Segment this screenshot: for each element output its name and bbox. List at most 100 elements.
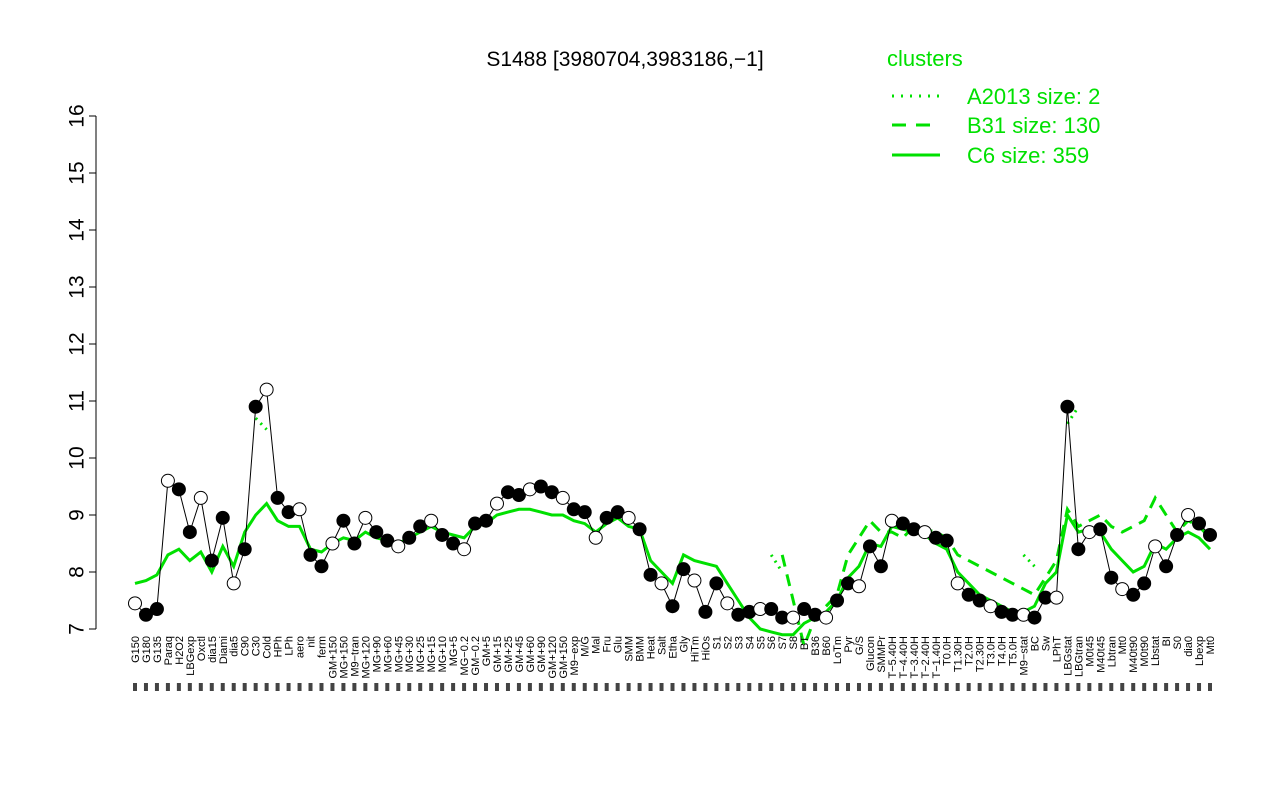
data-point [402,530,417,545]
x-tick-label: Heat [646,636,658,659]
rug-mark [977,683,982,691]
x-tick-label: M0t45 [1084,636,1096,667]
data-point [1126,587,1141,602]
y-tick-label: 14 [66,218,89,242]
rug-mark [1076,683,1081,691]
data-point [325,536,340,551]
rug-mark [681,683,686,691]
rug-mark [341,683,346,691]
data-point [1159,559,1174,574]
data-point [588,530,603,545]
data-point [1137,576,1152,591]
rug-mark [527,683,532,691]
rug-mark [549,683,554,691]
x-tick-label: C90 [240,636,252,656]
rug-mark [143,683,148,691]
rug-mark [1065,683,1070,691]
data-point [1115,582,1130,597]
data-point [676,562,691,577]
x-tick-label: Lbtran [1106,636,1118,667]
x-tick-label: T−5.40H [887,636,899,679]
rug-mark [780,683,785,691]
data-point [1071,542,1086,557]
x-tick-label: S7 [777,636,789,649]
x-tick-label: Paraq [163,636,175,665]
rug-mark [659,683,664,691]
x-tick-label: S3 [733,636,745,649]
data-point [149,602,164,617]
x-tick-label: T5.0H [1008,636,1020,666]
x-tick-label: LoTm [832,636,844,664]
y-tick-label: 9 [66,509,89,521]
rug-mark [571,683,576,691]
y-axis: 7 8 9 10 11 12 13 14 15 16 [66,104,97,635]
x-tick-label: LPh [284,636,296,656]
rug-mark [165,683,170,691]
data-point [171,482,186,497]
x-tick-label: MG+5 [448,636,460,666]
y-tick-label: 13 [66,275,89,298]
data-point [1027,610,1042,625]
rug-mark [692,683,697,691]
x-tick-label: MG−0.2 [459,636,471,675]
data-point [830,593,845,608]
rug-mark [593,683,598,691]
data-point [720,596,735,611]
x-tick-label: M0t90 [1139,636,1151,667]
data-point [895,516,910,531]
rug-mark [1032,683,1037,691]
rug-mark [626,683,631,691]
rug-mark [231,683,236,691]
legend-title: clusters [887,46,963,71]
rug-mark [385,683,390,691]
rug-mark [747,683,752,691]
rug-mark [429,683,434,691]
rug-mark [703,683,708,691]
x-tick-label: MG+15 [426,636,438,672]
x-tick-label: SMMPr [876,636,888,673]
data-point [270,490,285,505]
rug-mark [494,683,499,691]
data-point [215,510,230,525]
x-tick-label: T1.30H [953,636,965,672]
rug-mark [1175,683,1180,691]
x-tick-label: BC [1029,636,1041,651]
rug-mark [1109,683,1114,691]
data-point [819,610,834,625]
x-tick-label: T−3.40H [909,636,921,679]
data-point [511,488,526,503]
rug-mark [1054,683,1059,691]
x-tick-label: Salt [657,636,669,655]
rug-mark [944,683,949,691]
rug-mark [319,683,324,691]
data-point [939,533,954,548]
rug-mark [396,683,401,691]
rug-mark [187,683,192,691]
x-tick-label: dia15 [207,636,219,663]
x-tick-label: Lbexp [1194,636,1206,666]
x-tick-label: S1 [711,636,723,649]
rug-mark [1043,683,1048,691]
rug-mark [1120,683,1125,691]
x-tick-label: M9−exp [569,636,581,675]
rug-mark [418,683,423,691]
rug-mark [1131,683,1136,691]
rug-mark [220,683,225,691]
data-point [983,599,998,614]
data-point [544,485,559,500]
x-tick-label: GM+120 [547,636,559,679]
data-point [950,576,965,591]
data-point [446,536,461,551]
rug-mark [824,683,829,691]
data-point [226,576,241,591]
x-tick-label: LPhT [1051,636,1063,663]
x-axis: G150G180G135ParaqH2O2LBGexpOxctldia15Dia… [130,635,1217,691]
data-point [193,490,208,505]
data-point [1060,399,1075,414]
data-point [862,539,877,554]
data-point [457,542,472,557]
data-point [1148,539,1163,554]
rug-mark [955,683,960,691]
rug-mark [714,683,719,691]
